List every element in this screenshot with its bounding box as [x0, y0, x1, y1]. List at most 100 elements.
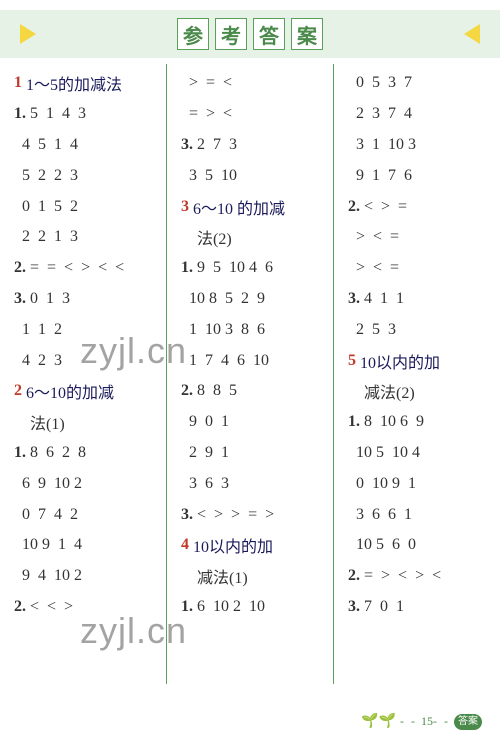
answer-text: 3 6 6 1 [348, 506, 412, 524]
answer-text: 9 5 10 4 6 [197, 259, 273, 277]
answer-text: 10 5 6 0 [348, 536, 416, 554]
item-number: 1. [181, 598, 197, 616]
answer-line: = > < [181, 99, 323, 130]
section-number: 4 [181, 536, 189, 554]
answer-line: 10 5 6 0 [348, 530, 490, 561]
answer-text: 0 10 9 1 [348, 475, 416, 493]
answer-line: 9 1 7 6 [348, 160, 490, 191]
answer-line: 2. 8 8 5 [181, 376, 323, 407]
column-3: 0 5 3 7 2 3 7 4 3 1 10 3 9 1 7 62. < > =… [334, 64, 500, 684]
answer-text: 0 5 3 7 [348, 74, 412, 92]
answer-line: 2. < > = [348, 191, 490, 222]
answer-line: 减法(2) [348, 376, 490, 407]
answer-line: 2. < < > [14, 592, 156, 623]
answer-text: 2 3 7 4 [348, 105, 412, 123]
answer-text: 10 8 5 2 9 [181, 290, 265, 308]
section-title: 10以内的加 [356, 349, 440, 373]
answer-line: 1 7 4 6 10 [181, 345, 323, 376]
section-title: 6～10 的加减 [189, 195, 285, 219]
section-title: 6～10的加减 [22, 379, 114, 403]
item-number: 3. [181, 136, 197, 154]
answer-line: 1 1～5的加减法 [14, 68, 156, 99]
answer-line: 4 10以内的加 [181, 530, 323, 561]
answer-line: 3 6～10 的加减 [181, 191, 323, 222]
answer-text: 1 7 4 6 10 [181, 352, 269, 370]
column-2: > = < = > <3. 2 7 3 3 5 103 6～10 的加减 法(2… [167, 64, 334, 684]
item-number: 1. [181, 259, 197, 277]
section-title: 10以内的加 [189, 533, 273, 557]
page-number: 15 [421, 714, 433, 729]
brand-badge: 答案圈 [454, 714, 482, 730]
answer-line: 9 0 1 [181, 407, 323, 438]
answer-line: 3 6 3 [181, 468, 323, 499]
answer-text: 法(1) [14, 410, 65, 434]
answer-text: > = < [181, 74, 232, 92]
answer-text: < > > = > [197, 506, 274, 524]
answer-text: > < = [348, 228, 399, 246]
page-root: 参 考 答 案 1 1～5的加减法1. 5 1 4 3 4 5 1 4 5 2 … [0, 10, 500, 736]
title-char: 参 [177, 18, 209, 50]
section-number: 2 [14, 382, 22, 400]
answer-text: 减法(1) [181, 564, 248, 588]
answer-line: 法(1) [14, 407, 156, 438]
answer-line: 0 1 5 2 [14, 191, 156, 222]
answer-text: 2 7 3 [197, 136, 237, 154]
answer-text: = = < > < < [30, 259, 124, 277]
answer-line: 9 4 10 2 [14, 561, 156, 592]
item-number: 1. [14, 105, 30, 123]
answer-line: 法(2) [181, 222, 323, 253]
item-number: 2. [181, 382, 197, 400]
answer-line: 3. 7 0 1 [348, 592, 490, 623]
item-number: 3. [14, 290, 30, 308]
section-number: 5 [348, 352, 356, 370]
answer-text: 3 6 3 [181, 475, 229, 493]
item-number: 3. [181, 506, 197, 524]
answer-text: 4 5 1 4 [14, 136, 78, 154]
item-number: 3. [348, 598, 364, 616]
answer-text: 7 0 1 [364, 598, 404, 616]
answer-text: 10 5 10 4 [348, 444, 420, 462]
answer-line: 4 5 1 4 [14, 130, 156, 161]
answer-line: 2. = > < > < [348, 561, 490, 592]
answer-line: 1. 5 1 4 3 [14, 99, 156, 130]
answer-line: 2. = = < > < < [14, 253, 156, 284]
answer-line: 1. 8 6 2 8 [14, 438, 156, 469]
answer-line: 2 2 1 3 [14, 222, 156, 253]
answer-line: 2 9 1 [181, 438, 323, 469]
answer-text: 1 10 3 8 6 [181, 321, 265, 339]
footer-dash: - - [400, 714, 417, 729]
title-char: 案 [291, 18, 323, 50]
answer-line: 减法(1) [181, 561, 323, 592]
section-number: 3 [181, 198, 189, 216]
item-number: 2. [14, 259, 30, 277]
answer-text: 0 7 4 2 [14, 506, 78, 524]
answer-line: 5 10以内的加 [348, 345, 490, 376]
item-number: 1. [14, 444, 30, 462]
answer-line: 3 1 10 3 [348, 130, 490, 161]
answer-line: 10 8 5 2 9 [181, 284, 323, 315]
answer-line: 3. 4 1 1 [348, 284, 490, 315]
leaf-icon: 🌱🌱 [361, 713, 396, 730]
answer-text: 8 8 5 [197, 382, 237, 400]
title-bar: 参 考 答 案 [0, 10, 500, 58]
answer-text: 2 2 1 3 [14, 228, 78, 246]
answer-text: 5 2 2 3 [14, 167, 78, 185]
answer-line: 5 2 2 3 [14, 160, 156, 191]
answer-text: 5 1 4 3 [30, 105, 86, 123]
answer-text: 8 10 6 9 [364, 413, 424, 431]
answer-text: 9 0 1 [181, 413, 229, 431]
answer-text: 3 1 10 3 [348, 136, 416, 154]
answer-line: 3. < > > = > [181, 499, 323, 530]
triangle-right-icon [464, 24, 480, 44]
answer-text: = > < > < [364, 567, 441, 585]
answer-text: 8 6 2 8 [30, 444, 86, 462]
item-number: 3. [348, 290, 364, 308]
answer-line: 1. 9 5 10 4 6 [181, 253, 323, 284]
column-1: 1 1～5的加减法1. 5 1 4 3 4 5 1 4 5 2 2 3 0 1 … [0, 64, 167, 684]
title-chars: 参 考 答 案 [177, 18, 323, 50]
answer-line: 0 5 3 7 [348, 68, 490, 99]
title-char: 考 [215, 18, 247, 50]
answer-line: 4 2 3 [14, 345, 156, 376]
section-number: 1 [14, 74, 22, 92]
answer-line: > = < [181, 68, 323, 99]
